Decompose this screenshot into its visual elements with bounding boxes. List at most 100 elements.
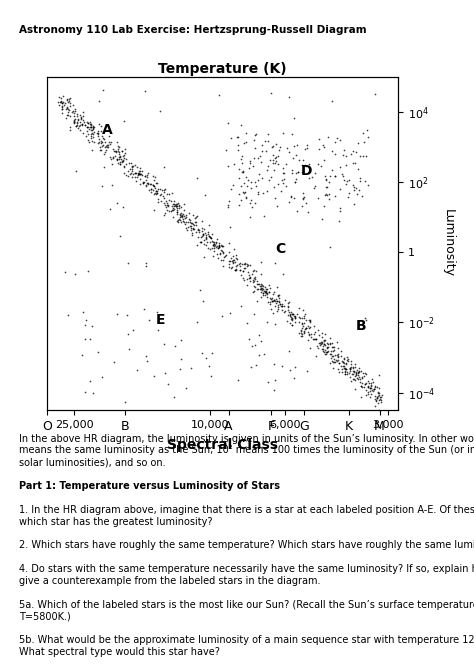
Point [288, 320, 295, 331]
Point [86, 119, 94, 129]
Point [164, 199, 172, 210]
Point [290, 310, 298, 321]
Point [70, 115, 77, 125]
Point [339, 149, 346, 160]
Point [171, 341, 179, 352]
Point [200, 228, 207, 239]
Point [318, 344, 326, 355]
Point [305, 327, 312, 338]
Point [173, 199, 181, 209]
Point [268, 295, 275, 306]
Point [306, 172, 313, 183]
Point [284, 309, 292, 320]
Point [178, 209, 186, 220]
Point [359, 127, 366, 138]
Point [193, 239, 201, 250]
Point [69, 99, 76, 110]
Point [174, 197, 182, 208]
Point [90, 123, 97, 134]
Point [162, 195, 170, 206]
Point [140, 303, 148, 314]
Point [322, 175, 330, 185]
Point [339, 170, 346, 181]
Point [84, 121, 91, 132]
Point [341, 364, 349, 374]
Point [246, 271, 253, 282]
Point [252, 197, 259, 208]
Point [356, 151, 364, 162]
Point [83, 125, 91, 136]
Point [303, 366, 310, 376]
Point [275, 145, 283, 155]
Point [187, 220, 194, 231]
Point [215, 238, 222, 249]
Point [237, 258, 244, 269]
Point [119, 151, 127, 162]
Point [117, 151, 124, 161]
Point [264, 186, 271, 197]
Point [255, 350, 263, 361]
Point [243, 280, 251, 291]
Point [236, 264, 244, 275]
Point [173, 201, 181, 211]
Point [257, 283, 265, 294]
Text: C: C [275, 242, 286, 256]
Point [205, 361, 213, 372]
Point [157, 189, 164, 199]
Point [172, 201, 179, 211]
Point [83, 122, 91, 133]
Point [265, 286, 273, 297]
Point [353, 367, 360, 378]
Point [240, 263, 247, 273]
Point [342, 364, 350, 375]
Point [63, 103, 71, 113]
Point [316, 340, 323, 350]
Point [138, 170, 146, 181]
Point [290, 112, 297, 123]
Point [315, 324, 322, 335]
Point [227, 183, 235, 194]
Point [259, 281, 267, 291]
Point [219, 240, 227, 251]
Point [251, 176, 258, 187]
Point [160, 193, 168, 203]
Point [178, 212, 186, 223]
Point [349, 179, 357, 190]
Point [250, 309, 258, 319]
Point [163, 197, 170, 208]
Point [343, 369, 350, 380]
Point [299, 305, 306, 315]
Point [375, 388, 383, 398]
Point [260, 289, 267, 300]
Point [80, 307, 87, 317]
Point [115, 153, 122, 164]
Point [361, 368, 369, 378]
Point [128, 164, 136, 175]
Point [274, 300, 282, 311]
Point [225, 195, 233, 206]
Point [164, 189, 171, 199]
Point [110, 145, 118, 156]
Point [72, 121, 79, 131]
Point [315, 193, 322, 203]
Point [243, 259, 250, 269]
Point [253, 181, 260, 191]
Point [104, 142, 112, 153]
Point [265, 287, 273, 297]
Point [111, 145, 119, 156]
Point [307, 321, 314, 332]
Point [350, 366, 358, 377]
Point [119, 201, 127, 212]
Point [350, 157, 357, 168]
Point [320, 154, 328, 165]
Point [190, 222, 197, 233]
Point [201, 228, 209, 239]
Point [60, 99, 68, 110]
Point [262, 287, 270, 298]
Point [87, 129, 95, 139]
Point [177, 217, 185, 227]
Point [299, 313, 306, 323]
Point [357, 392, 365, 402]
Point [365, 381, 372, 392]
Point [160, 161, 168, 172]
